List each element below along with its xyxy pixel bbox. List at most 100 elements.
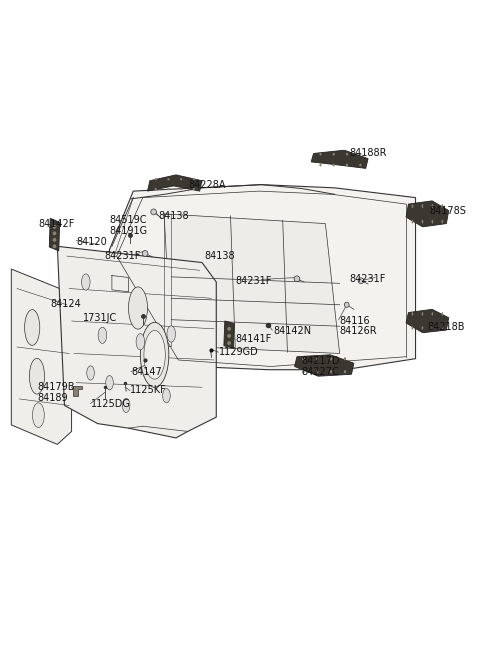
Text: 84231F: 84231F xyxy=(235,276,272,286)
Ellipse shape xyxy=(106,375,113,390)
Ellipse shape xyxy=(24,310,40,345)
Ellipse shape xyxy=(346,153,348,155)
Ellipse shape xyxy=(33,403,44,428)
Ellipse shape xyxy=(344,302,349,307)
Text: 84142N: 84142N xyxy=(273,326,312,336)
Ellipse shape xyxy=(193,178,195,180)
Text: 84231F: 84231F xyxy=(349,274,385,284)
Ellipse shape xyxy=(180,178,182,180)
Text: 84120: 84120 xyxy=(76,236,107,247)
Polygon shape xyxy=(224,321,234,348)
Text: 84218B: 84218B xyxy=(427,322,465,333)
Ellipse shape xyxy=(421,326,423,329)
Ellipse shape xyxy=(136,333,144,350)
Polygon shape xyxy=(295,355,354,376)
Text: 1129GD: 1129GD xyxy=(219,347,258,357)
Ellipse shape xyxy=(122,398,130,413)
Ellipse shape xyxy=(432,326,433,329)
Ellipse shape xyxy=(330,357,332,360)
Polygon shape xyxy=(49,218,60,251)
Ellipse shape xyxy=(180,188,182,190)
Ellipse shape xyxy=(333,164,335,166)
Ellipse shape xyxy=(302,357,305,360)
Text: 1125KF: 1125KF xyxy=(130,386,167,396)
Ellipse shape xyxy=(53,244,56,248)
Ellipse shape xyxy=(442,312,443,316)
Ellipse shape xyxy=(302,370,305,373)
Text: 84147: 84147 xyxy=(131,367,162,377)
Ellipse shape xyxy=(432,219,433,223)
Text: 1125DG: 1125DG xyxy=(91,399,131,409)
Ellipse shape xyxy=(344,357,346,360)
Ellipse shape xyxy=(330,370,332,373)
Ellipse shape xyxy=(412,219,413,223)
Polygon shape xyxy=(73,386,83,396)
Ellipse shape xyxy=(98,328,107,343)
Text: 84519C: 84519C xyxy=(109,215,147,225)
Ellipse shape xyxy=(442,326,443,329)
Text: 1731JC: 1731JC xyxy=(84,312,118,323)
Polygon shape xyxy=(109,185,416,369)
Ellipse shape xyxy=(319,153,322,155)
Text: 84179B: 84179B xyxy=(37,383,74,392)
Text: 84231F: 84231F xyxy=(105,251,141,261)
Ellipse shape xyxy=(155,188,157,190)
Ellipse shape xyxy=(151,209,156,215)
Ellipse shape xyxy=(421,312,423,316)
Text: 84126R: 84126R xyxy=(340,326,377,336)
Ellipse shape xyxy=(155,178,157,180)
Ellipse shape xyxy=(346,164,348,166)
Ellipse shape xyxy=(333,153,335,155)
Ellipse shape xyxy=(167,326,176,342)
Ellipse shape xyxy=(142,251,148,256)
Text: 84189: 84189 xyxy=(37,392,68,403)
Ellipse shape xyxy=(432,312,433,316)
Ellipse shape xyxy=(163,388,170,403)
Ellipse shape xyxy=(412,204,413,208)
Ellipse shape xyxy=(144,330,165,379)
Ellipse shape xyxy=(316,370,319,373)
Text: 84217D: 84217D xyxy=(301,356,340,366)
Ellipse shape xyxy=(168,188,169,190)
Polygon shape xyxy=(311,150,368,168)
Ellipse shape xyxy=(442,204,443,208)
Text: 84178S: 84178S xyxy=(430,206,467,215)
Polygon shape xyxy=(164,214,340,354)
Ellipse shape xyxy=(412,312,413,316)
Ellipse shape xyxy=(227,341,231,345)
Ellipse shape xyxy=(294,276,300,282)
Text: 84138: 84138 xyxy=(158,211,189,221)
Polygon shape xyxy=(12,269,72,444)
Ellipse shape xyxy=(129,287,147,329)
Text: 84116: 84116 xyxy=(340,316,370,326)
Ellipse shape xyxy=(53,225,56,229)
Ellipse shape xyxy=(421,219,423,223)
Text: 84138: 84138 xyxy=(204,251,235,261)
Ellipse shape xyxy=(359,164,361,166)
Polygon shape xyxy=(147,175,202,191)
Ellipse shape xyxy=(442,219,443,223)
Ellipse shape xyxy=(358,278,364,284)
Ellipse shape xyxy=(359,153,361,155)
Ellipse shape xyxy=(227,327,231,331)
Ellipse shape xyxy=(87,365,95,380)
Polygon shape xyxy=(406,201,449,227)
Polygon shape xyxy=(57,246,216,438)
Ellipse shape xyxy=(412,326,413,329)
Text: 84228A: 84228A xyxy=(188,179,226,189)
Ellipse shape xyxy=(140,322,169,387)
Text: 84188R: 84188R xyxy=(349,149,386,159)
Ellipse shape xyxy=(29,358,45,394)
Text: 84227C: 84227C xyxy=(301,367,339,377)
Text: 84142F: 84142F xyxy=(38,219,75,229)
Ellipse shape xyxy=(319,164,322,166)
Ellipse shape xyxy=(193,188,195,190)
Ellipse shape xyxy=(421,204,423,208)
Ellipse shape xyxy=(53,238,56,242)
Ellipse shape xyxy=(168,178,169,180)
Ellipse shape xyxy=(316,357,319,360)
Ellipse shape xyxy=(53,231,56,235)
Text: 84141F: 84141F xyxy=(235,334,272,344)
Polygon shape xyxy=(406,309,449,333)
Ellipse shape xyxy=(344,370,346,373)
